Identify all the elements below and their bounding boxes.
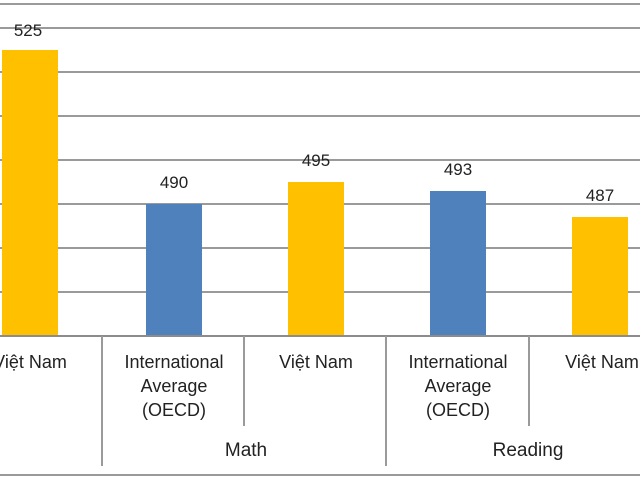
category-label: International Average (OECD) [104, 350, 244, 422]
value-label: 495 [301, 151, 331, 170]
value-label: 487 [585, 186, 615, 205]
x-axis [0, 335, 640, 337]
value-label: 525 [13, 21, 43, 40]
category-line: (OECD) [426, 400, 490, 420]
category-line: International [408, 352, 508, 372]
bar-vietnam-reading [572, 217, 628, 336]
category-label: Việt Nam [565, 352, 639, 372]
group-separator [101, 336, 103, 466]
group-separator [385, 336, 387, 466]
gridline [0, 71, 640, 73]
category-line: International [124, 352, 224, 372]
gridline [0, 159, 640, 161]
group-label-reading: Reading [492, 440, 564, 461]
bar-vietnam-math [288, 182, 344, 336]
gridline [0, 3, 640, 5]
group-label-math: Math [224, 440, 268, 461]
category-label: International Average (OECD) [388, 350, 528, 422]
bottom-border [0, 474, 640, 476]
category-label: Việt Nam [279, 352, 353, 372]
value-label: 490 [159, 173, 189, 192]
bar-oecd-reading [430, 191, 486, 336]
gridline [0, 115, 640, 117]
bar-oecd-math [146, 204, 202, 336]
category-separator [243, 336, 245, 426]
gridline [0, 27, 640, 29]
category-separator [528, 336, 530, 426]
category-line: Average [424, 376, 492, 396]
bar-vietnam-1 [2, 50, 58, 336]
value-label: 493 [443, 160, 473, 179]
category-line: Average [140, 376, 208, 396]
category-label: Việt Nam [0, 352, 67, 372]
category-line: (OECD) [142, 400, 206, 420]
